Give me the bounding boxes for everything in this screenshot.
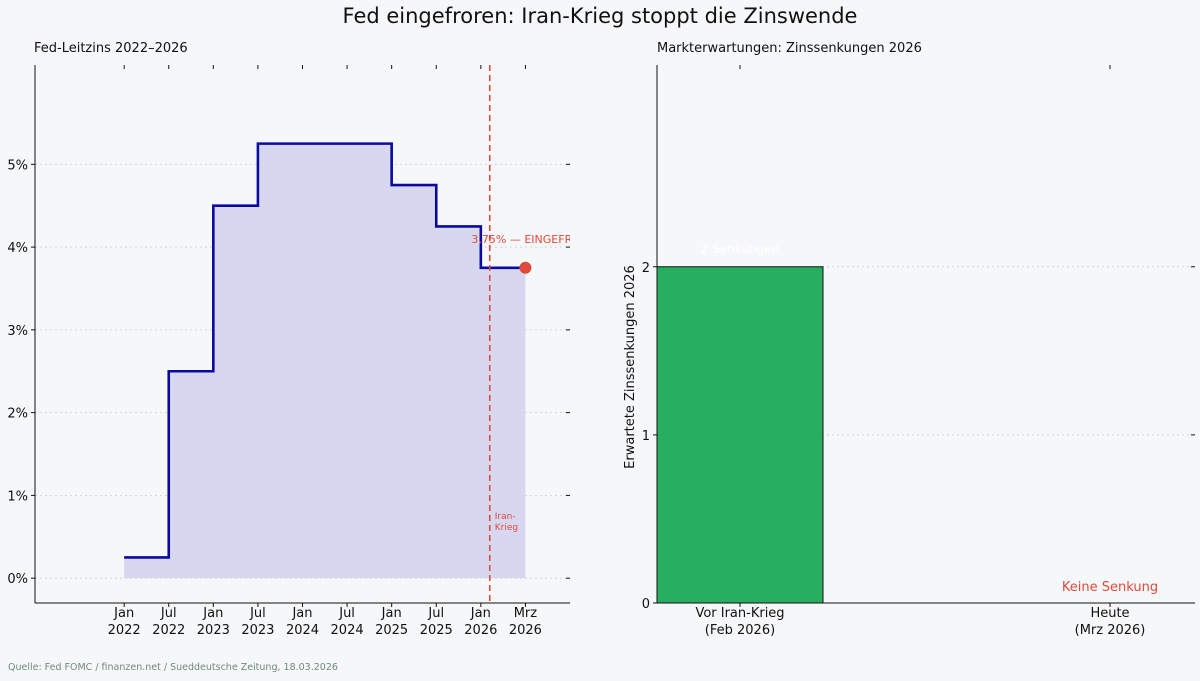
rate-x-tick-label: Mrz bbox=[514, 606, 538, 621]
rate-y-tick-label: 2% bbox=[7, 407, 28, 422]
rate-y-tick-label: 5% bbox=[7, 158, 28, 173]
rate-x-tick-label: 2024 bbox=[331, 623, 364, 638]
exp-y-tick-label: 2 bbox=[642, 261, 650, 276]
rate-area-fill bbox=[124, 143, 526, 579]
rate-x-tick-label: Jan bbox=[381, 606, 402, 621]
rate-x-tick-label: 2024 bbox=[286, 623, 319, 638]
rate-y-tick-label: 3% bbox=[7, 324, 28, 339]
exp-y-axis-label: Erwartete Zinssenkungen 2026 bbox=[623, 265, 638, 469]
exp-y-tick-label: 0 bbox=[642, 597, 650, 612]
exp-data-label: 2 Senkungen bbox=[701, 242, 779, 256]
rate-x-tick-label: 2025 bbox=[375, 623, 408, 638]
rate-x-tick-label: Jul bbox=[160, 606, 177, 621]
iran-war-label: Krieg bbox=[495, 523, 518, 533]
exp-x-tick-label: Heute bbox=[1090, 606, 1129, 621]
rate-x-tick-label: Jul bbox=[249, 606, 266, 621]
expectations-chart-subtitle: Markterwartungen: Zinssenkungen 2026 bbox=[657, 41, 922, 56]
rate-step-line bbox=[124, 142, 526, 559]
rate-x-tick-label: 2026 bbox=[464, 623, 497, 638]
exp-x-tick-label: Vor Iran-Krieg bbox=[695, 606, 784, 621]
rate-x-tick-label: Jan bbox=[291, 606, 312, 621]
source-note: Quelle: Fed FOMC / finanzen.net / Suedde… bbox=[8, 662, 338, 673]
rate-x-tick-label: 2023 bbox=[197, 623, 230, 638]
rate-x-tick-label: 2025 bbox=[420, 623, 453, 638]
rate-y-tick-label: 0% bbox=[7, 572, 28, 587]
exp-x-tick-label: (Mrz 2026) bbox=[1075, 623, 1146, 638]
rate-chart-subtitle: Fed-Leitzins 2022–2026 bbox=[34, 41, 188, 56]
rate-y-tick-label: 1% bbox=[7, 489, 28, 504]
exp-data-label: Keine Senkung bbox=[1062, 580, 1158, 595]
exp-x-tick-label: (Feb 2026) bbox=[705, 623, 775, 638]
rate-y-tick-label: 4% bbox=[7, 241, 28, 256]
current-rate-label: 3,75% — EINGEFRO bbox=[471, 233, 581, 246]
iran-war-label: Iran- bbox=[495, 512, 516, 522]
rate-x-tick-label: Jul bbox=[427, 606, 444, 621]
exp-bar bbox=[656, 266, 824, 604]
exp-y-tick-label: 1 bbox=[642, 429, 650, 444]
rate-x-tick-label: Jan bbox=[202, 606, 223, 621]
rate-x-tick-label: Jan bbox=[470, 606, 491, 621]
rate-x-tick-label: 2022 bbox=[152, 623, 185, 638]
rate-x-tick-label: 2026 bbox=[509, 623, 542, 638]
current-rate-marker bbox=[519, 261, 532, 274]
rate-x-tick-label: 2022 bbox=[108, 623, 141, 638]
rate-x-tick-label: 2023 bbox=[241, 623, 274, 638]
rate-x-tick-label: Jul bbox=[338, 606, 355, 621]
rate-x-tick-label: Jan bbox=[113, 606, 134, 621]
chart-title: Fed eingefroren: Iran-Krieg stoppt die Z… bbox=[342, 4, 858, 28]
